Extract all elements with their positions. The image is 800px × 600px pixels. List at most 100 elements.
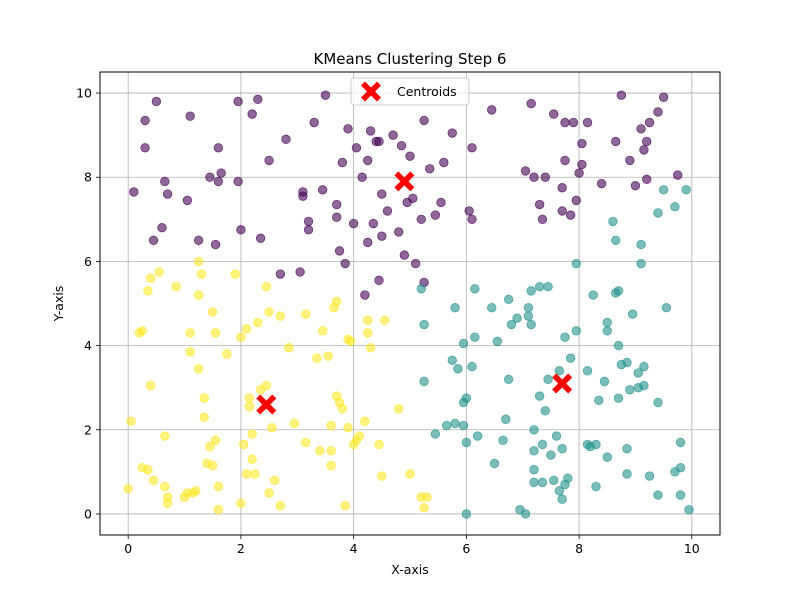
cluster-1-point (594, 395, 604, 406)
x-tick-label: 2 (237, 541, 245, 556)
cluster-2-point (154, 267, 164, 277)
x-tick-label: 10 (684, 541, 700, 556)
cluster-1-point (611, 235, 621, 246)
cluster-1-point (675, 462, 686, 473)
cluster-2-point (379, 315, 390, 326)
legend: Centroids (350, 77, 470, 106)
cluster-1-point (557, 444, 567, 454)
y-axis-label: Y-axis (51, 286, 66, 323)
cluster-0-point (625, 155, 635, 166)
cluster-2-point (241, 324, 252, 334)
cluster-1-point (675, 490, 686, 500)
cluster-1-point (571, 326, 581, 336)
cluster-2-point (244, 393, 255, 403)
legend-box (350, 77, 470, 106)
cluster-0-point (560, 117, 570, 128)
cluster-0-point (374, 275, 384, 286)
cluster-2-point (363, 315, 373, 326)
cluster-0-point (148, 235, 159, 246)
y-tick-label: 0 (84, 506, 92, 521)
cluster-0-point (537, 214, 548, 225)
cluster-0-point (210, 239, 221, 250)
cluster-2-point (191, 486, 201, 496)
y-tick-label: 6 (84, 254, 92, 269)
data-points (123, 90, 694, 519)
cluster-1-point (453, 364, 463, 374)
cluster-1-point (543, 374, 553, 384)
cluster-0-point (534, 199, 545, 210)
cluster-2-point (146, 380, 156, 391)
cluster-1-point (557, 494, 567, 504)
cluster-1-point (675, 437, 686, 448)
x-tick-label: 8 (575, 541, 583, 556)
y-axis-ticks: 0 2 4 6 8 10 (76, 86, 100, 521)
cluster-0-point (526, 98, 536, 109)
cluster-2-point (326, 446, 336, 456)
cluster-2-point (289, 418, 300, 429)
cluster-0-point (582, 117, 593, 128)
cluster-2-point (363, 328, 373, 338)
cluster-0-point (396, 140, 407, 151)
cluster-0-point (568, 117, 579, 128)
cluster-0-point (540, 172, 550, 182)
cluster-2-point (162, 492, 173, 502)
cluster-0-point (368, 218, 379, 229)
y-tick-label: 4 (84, 338, 92, 353)
cluster-2-point (210, 328, 221, 338)
cluster-0-point (399, 250, 410, 260)
cluster-1-point (506, 319, 517, 330)
cluster-0-point (658, 92, 669, 102)
cluster-2-point (148, 475, 159, 485)
cluster-2-point (419, 502, 429, 513)
cluster-1-point (549, 475, 559, 485)
cluster-2-point (317, 326, 328, 336)
cluster-2-point (160, 431, 170, 441)
cluster-2-point (143, 286, 153, 296)
cluster-0-point (140, 143, 150, 153)
cluster-2-point (205, 441, 215, 452)
cluster-0-point (596, 178, 607, 189)
cluster-2-point (261, 380, 271, 391)
cluster-0-point (343, 124, 353, 134)
cluster-2-point (143, 465, 153, 475)
cluster-1-point (537, 439, 548, 450)
cluster-0-point (363, 237, 373, 248)
cluster-0-point (205, 172, 215, 182)
cluster-1-point (512, 313, 522, 323)
cluster-1-point (571, 258, 581, 269)
cluster-2-point (267, 422, 277, 433)
cluster-2-point (247, 429, 257, 439)
x-tick-label: 4 (350, 541, 358, 556)
cluster-1-point (487, 303, 497, 313)
cluster-2-point (123, 484, 133, 494)
cluster-2-point (340, 500, 350, 511)
cluster-1-point (681, 185, 691, 195)
cluster-0-point (377, 231, 387, 241)
cluster-1-point (458, 420, 469, 431)
cluster-2-point (315, 446, 325, 456)
cluster-2-point (264, 307, 274, 317)
cluster-0-point (374, 136, 384, 147)
cluster-0-point (377, 189, 387, 199)
cluster-0-point (436, 197, 446, 208)
cluster-1-point (537, 477, 548, 488)
cluster-0-point (410, 258, 421, 269)
cluster-2-point (284, 342, 294, 353)
cluster-1-point (684, 505, 694, 515)
cluster-2-point (337, 404, 348, 414)
cluster-0-point (275, 269, 286, 279)
cluster-0-point (253, 94, 263, 105)
cluster-2-point (301, 309, 311, 319)
cluster-0-point (129, 187, 139, 197)
cluster-1-point (529, 477, 539, 488)
y-tick-label: 2 (84, 422, 92, 437)
cluster-2-point (230, 269, 240, 279)
cluster-0-point (193, 235, 204, 246)
cluster-2-point (360, 416, 370, 427)
cluster-0-point (464, 206, 474, 216)
cluster-2-point (275, 311, 286, 321)
cluster-1-point (613, 340, 624, 351)
cluster-0-point (388, 130, 398, 140)
cluster-2-point (241, 469, 252, 479)
cluster-1-point (658, 185, 669, 195)
